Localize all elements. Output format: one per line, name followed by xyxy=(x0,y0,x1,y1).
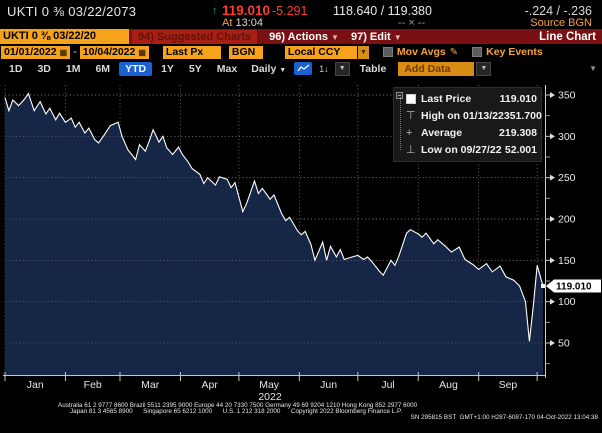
legend-row-average: + Average 219.308 xyxy=(406,126,537,139)
add-data-field[interactable]: Add Data xyxy=(398,61,475,76)
pencil-icon[interactable]: ✎ xyxy=(449,46,459,58)
key-events-checkbox[interactable] xyxy=(472,47,483,57)
svg-text:2022: 2022 xyxy=(258,391,282,403)
line-chart-icon xyxy=(297,64,310,72)
at-time: 13:04 xyxy=(235,17,263,29)
suggested-charts-button[interactable]: 94) Suggested Charts xyxy=(132,29,258,44)
svg-text:300: 300 xyxy=(558,131,576,143)
chart-legend[interactable]: Last Price 119.010 ⊤ High on 01/13/22 35… xyxy=(393,87,542,162)
key-events-label[interactable]: Key Events xyxy=(486,46,543,58)
calendar-icon: ▦ xyxy=(59,47,68,57)
settings-bar: 01/01/2022 ▦ - 10/04/2022 ▦ Last Px BGN Lo… xyxy=(0,45,602,59)
svg-text:Jan: Jan xyxy=(27,379,44,391)
last-price-marker-icon xyxy=(406,93,416,104)
edit-menu[interactable]: 97) Edit ▼ xyxy=(350,30,402,43)
tab-max[interactable]: Max xyxy=(216,62,238,75)
svg-text:350: 350 xyxy=(558,90,576,102)
uptick-arrow-icon: ↑ xyxy=(212,5,218,17)
pricing-source-selector[interactable]: BGN xyxy=(228,45,263,59)
svg-text:100: 100 xyxy=(558,296,576,308)
security-name: UKTI 0 ⅜ 03/22/2073 xyxy=(7,4,137,19)
tab-6m[interactable]: 6M xyxy=(95,62,111,75)
chart-options-dropdown[interactable]: ▼ xyxy=(334,61,350,76)
svg-text:150: 150 xyxy=(558,255,576,267)
tab-1m[interactable]: 1M xyxy=(65,62,81,75)
last-price: 119.010 xyxy=(222,3,271,18)
date-from-field[interactable]: 01/01/2022 ▦ xyxy=(1,45,71,59)
svg-text:50: 50 xyxy=(558,338,570,350)
svg-text:Apr: Apr xyxy=(202,379,219,391)
field-selector[interactable]: Last Px xyxy=(162,45,221,59)
ticker-input[interactable]: UKTI 0 ⅜ 03/22/20 xyxy=(0,29,129,44)
page-title: Line Chart xyxy=(539,30,596,43)
legend-tree-line xyxy=(400,97,401,150)
actions-menu[interactable]: 96) Actions ▼ xyxy=(269,30,339,43)
date-range-dash: - xyxy=(73,46,77,58)
net-change: -5.291 xyxy=(272,4,308,18)
tab-5y[interactable]: 5Y xyxy=(188,62,202,75)
mov-avgs-checkbox[interactable] xyxy=(382,47,393,57)
svg-text:Aug: Aug xyxy=(439,379,458,391)
svg-text:119.010: 119.010 xyxy=(556,281,592,292)
tab-3d[interactable]: 3D xyxy=(37,62,51,75)
chevron-down-icon: ▼ xyxy=(331,32,339,42)
average-marker-icon: + xyxy=(406,126,413,139)
low-marker-icon: ⊥ xyxy=(406,143,416,156)
high-marker-icon: ⊤ xyxy=(406,109,416,122)
annotate-button[interactable]: 1↓ xyxy=(319,63,329,74)
svg-text:200: 200 xyxy=(558,214,576,226)
svg-text:Jul: Jul xyxy=(381,379,394,391)
legend-row-high: ⊤ High on 01/13/22 351.700 xyxy=(406,109,542,122)
tab-1d[interactable]: 1D xyxy=(9,62,23,75)
chevron-down-icon: ▼ xyxy=(393,32,402,42)
bid-ask: 118.640 / 119.380 xyxy=(333,4,432,18)
tab-1y[interactable]: 1Y xyxy=(161,62,174,75)
svg-text:May: May xyxy=(259,379,280,391)
svg-text:Feb: Feb xyxy=(84,379,102,391)
svg-text:Sep: Sep xyxy=(499,379,518,391)
table-button[interactable]: Table xyxy=(359,62,387,75)
footer-line-2: Japan 81 3 4565 8900 Singapore 65 6212 1… xyxy=(70,408,403,415)
more-options-arrow-icon[interactable]: ▼ xyxy=(589,64,597,73)
line-chart-type-button[interactable] xyxy=(294,62,313,75)
add-data-dropdown[interactable]: ▼ xyxy=(476,61,492,76)
legend-row-last-price: Last Price 119.010 xyxy=(406,90,537,107)
svg-text:Jun: Jun xyxy=(320,379,337,391)
frequency-selector[interactable]: Daily ▼ xyxy=(251,62,287,75)
bid-ask-change: -.224 / -.236 xyxy=(524,4,592,18)
menu-bar: UKTI 0 ⅜ 03/22/20 94) Suggested Charts 9… xyxy=(0,29,602,44)
currency-selector[interactable]: Local CCY xyxy=(284,45,357,59)
tab-ytd[interactable]: YTD xyxy=(119,61,153,76)
bid-ask-size: -- × -- xyxy=(398,17,426,29)
last-update-time: At 13:04 xyxy=(222,17,263,29)
currency-dropdown-arrow-icon[interactable]: ▼ xyxy=(357,45,369,59)
date-to-field[interactable]: 10/04/2022 ▦ xyxy=(79,45,149,59)
calendar-icon: ▦ xyxy=(138,47,146,57)
legend-collapse-icon[interactable] xyxy=(396,92,403,99)
at-label: At xyxy=(222,17,233,29)
svg-text:250: 250 xyxy=(558,172,576,184)
price-source: Source BGN xyxy=(530,17,592,29)
mov-avgs-label[interactable]: Mov Avgs xyxy=(396,46,446,58)
footer-line-1: Australia 61 2 9777 8600 Brazil 5511 239… xyxy=(58,402,418,409)
svg-text:Mar: Mar xyxy=(141,379,160,391)
period-bar: 1D 3D 1M 6M YTD 1Y 5Y Max Daily ▼ 1↓ ▼ T… xyxy=(0,60,602,77)
legend-row-low: ⊥ Low on 09/27/22 52.001 xyxy=(406,143,537,156)
footer-line-3: SN 295815 BST GMT+1:00 H287-6087-170 04-… xyxy=(410,414,598,421)
